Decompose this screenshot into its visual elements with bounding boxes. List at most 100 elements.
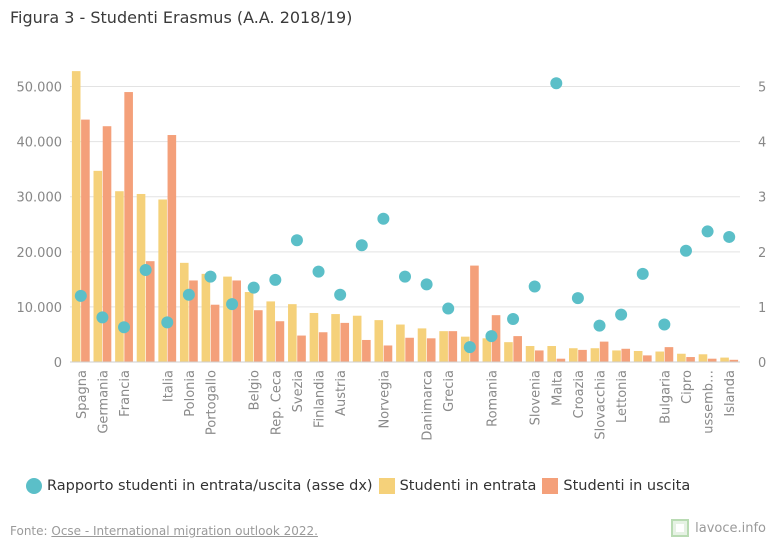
ratio-point [507,313,520,326]
bar-uscita [297,335,306,362]
category-label: Germania [96,370,111,434]
bar-uscita [534,350,544,362]
bar-uscita [405,337,414,362]
y-tick-label: 10.000 [17,301,63,316]
legend-label-ratio: Rapporto studenti in entrata/uscita (ass… [47,478,373,494]
category-label: Francia [118,370,133,417]
ratio-point [118,321,131,334]
bar-uscita [275,321,285,362]
category-label: Portogallo [204,370,219,435]
bar-uscita [318,332,328,362]
bar-uscita [729,359,739,362]
ratio-point [96,311,109,324]
ratio-point [571,292,584,305]
category-label: Danimarca [421,370,436,441]
ratio-point [463,341,476,354]
y2-tick-label: 4 [758,136,766,151]
bar-entrata [677,353,686,362]
ratio-point [74,289,87,302]
category-label: Norvegia [377,370,392,429]
y-tick-label: 30.000 [17,191,63,206]
y2-tick-label: 0 [758,356,766,371]
category-label: Malta [550,370,565,406]
ratio-point [593,319,606,332]
bar-entrata [525,346,535,362]
bar-uscita [664,347,674,362]
ratio-point [161,316,174,329]
bar-entrata [331,314,340,362]
bar-uscita [362,339,371,362]
bar-entrata [612,350,621,362]
category-label: Grecia [442,370,457,412]
category-label: Slovacchia [594,370,609,440]
category-label: Bulgaria [658,370,673,424]
bar-uscita [232,280,241,362]
bar-uscita [102,126,112,362]
legend: Rapporto studenti in entrata/uscita (ass… [26,478,696,494]
bar-entrata [698,354,708,362]
ratio-point [615,308,628,321]
ratio-point [334,288,347,301]
category-label: ussemb… [702,370,717,434]
y-tick-label: 20.000 [17,246,63,261]
legend-swatch-entrata [378,478,395,494]
bar-entrata [352,315,362,362]
source-note: Fonte: Ocse - International migration ou… [10,524,318,538]
ratio-point [204,270,217,283]
bar-uscita [707,358,717,362]
bar-uscita [578,349,587,362]
legend-item-entrata: Studenti in entrata [378,478,536,494]
category-label: Finlandia [313,370,328,428]
y-tick-label: 40.000 [17,136,63,151]
bar-entrata [179,262,189,362]
bar-uscita [145,261,155,362]
bar-entrata [374,320,384,362]
category-label: Slovenia [529,370,544,425]
category-label: Rep. Ceca [269,370,284,435]
category-label: Spagna [75,370,90,419]
legend-label-uscita: Studenti in uscita [563,478,691,494]
bar-uscita [621,348,631,362]
bar-uscita [210,304,220,362]
legend-item-uscita: Studenti in uscita [542,478,690,494]
bar-uscita [426,338,436,362]
ratio-point [485,330,498,343]
bar-entrata [201,273,211,362]
bars [71,71,739,363]
category-label: Islanda [723,370,738,417]
y2-tick-label: 1 [758,301,766,316]
bar-uscita [81,119,90,362]
brand-logo-icon [671,519,690,537]
bar-entrata [482,338,492,362]
axes: 0 10.000 20.000 30.000 40.000 50.000 0 1 2 3 4 5 [17,81,767,371]
source-link[interactable]: Ocse - International migration outlook 2… [51,524,318,538]
category-label: Austria [334,370,349,416]
bar-uscita [448,331,458,362]
legend-swatch-uscita [542,478,559,494]
ratio-point [679,244,692,257]
ratio-point [247,281,260,294]
ratio-point [182,288,195,301]
bar-entrata [655,351,665,362]
category-label: Croazia [572,370,587,418]
ratio-point [528,280,541,293]
bar-uscita [189,280,198,362]
bar-entrata [136,193,146,362]
bar-uscita [383,345,393,362]
ratio-point [399,270,411,283]
category-label: Italia [161,370,176,402]
brand[interactable]: lavoce.info [671,519,766,537]
ratio-point [312,265,325,278]
bar-entrata [439,331,448,362]
bar-entrata [590,348,600,362]
bar-uscita [340,322,350,362]
chart-title: Figura 3 - Studenti Erasmus (A.A. 2018/1… [10,8,353,27]
source-prefix: Fonte: [10,524,52,538]
category-label: Polonia [183,370,198,417]
bar-entrata [244,292,254,362]
ratio-point [377,212,390,225]
ratio-point [701,225,714,238]
ratio-point [636,267,649,280]
legend-swatch-ratio [26,478,42,494]
bar-entrata [223,276,232,362]
